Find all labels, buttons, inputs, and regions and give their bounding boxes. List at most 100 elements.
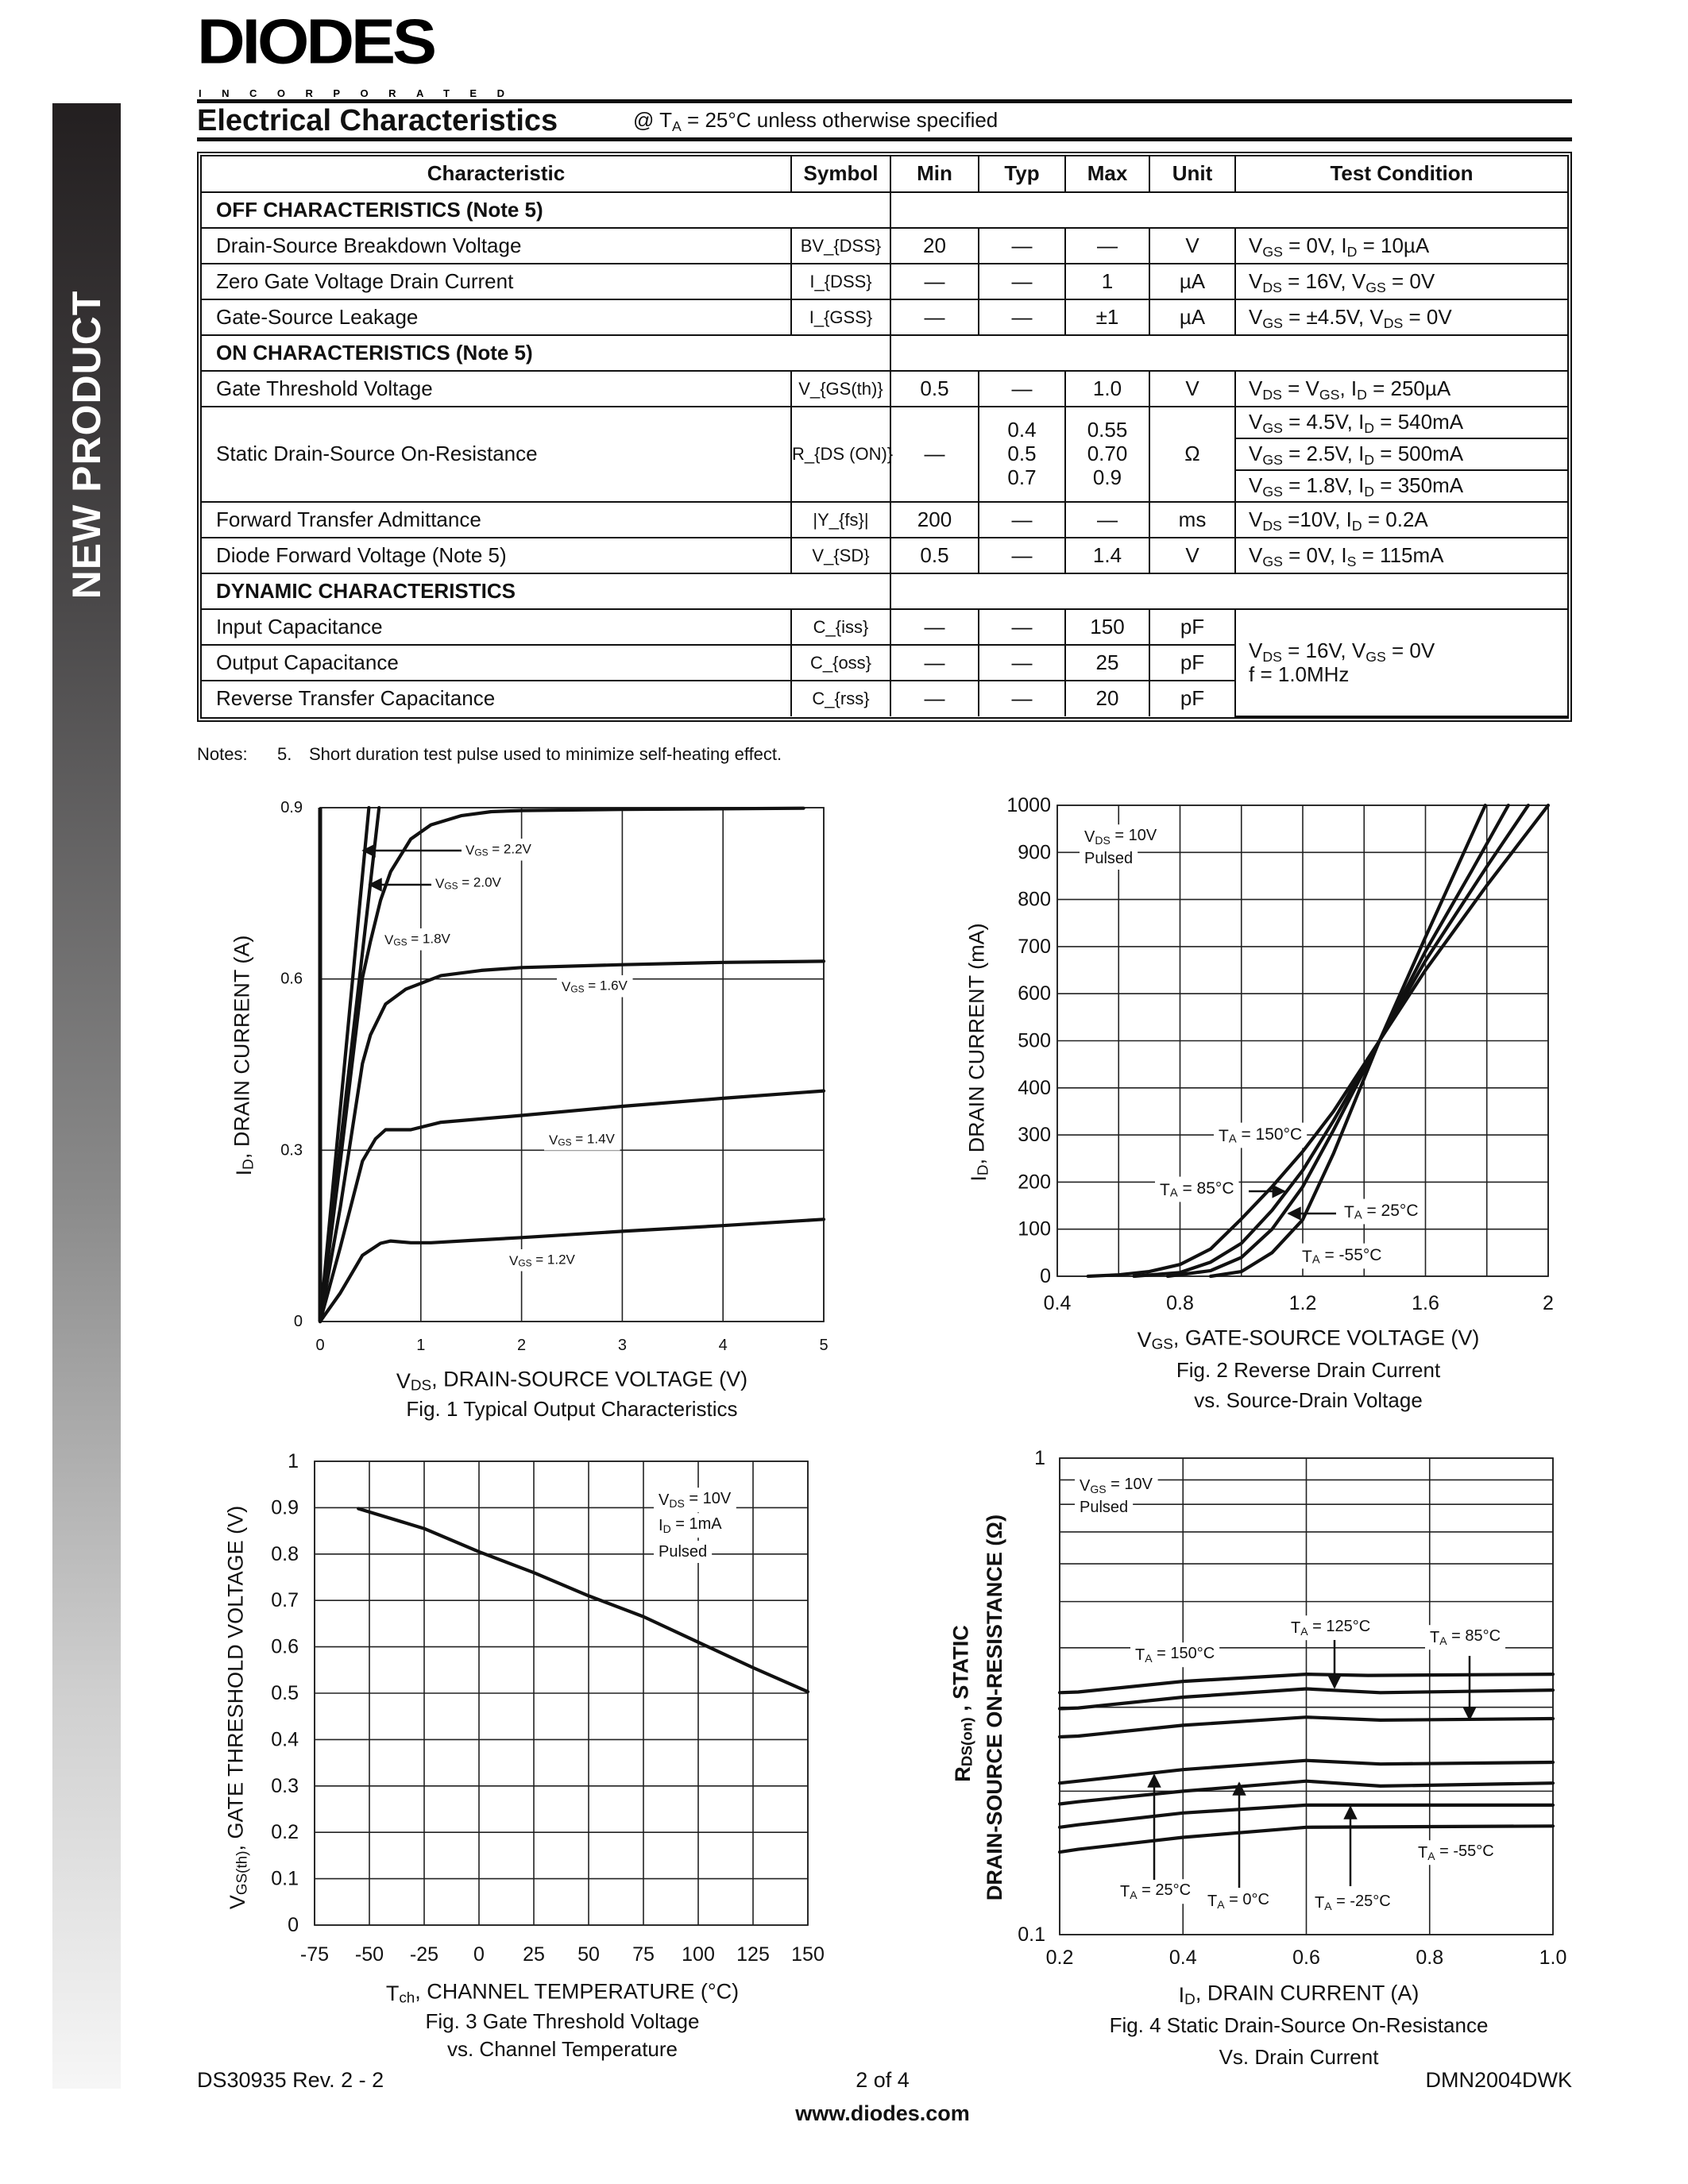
label-background — [1214, 1122, 1308, 1148]
series-curve — [318, 805, 371, 1324]
series-curve — [1057, 1673, 1555, 1695]
y-tick-label: 0.6 — [271, 1636, 299, 1658]
x-tick-label: 1.0 — [1539, 1947, 1567, 1969]
table-row: Reverse Transfer Capacitance C_{rss} — —20 p… — [202, 680, 1567, 716]
typ-cell: — — [978, 370, 1066, 407]
label-background — [1075, 1473, 1158, 1499]
series-curve — [318, 959, 826, 1324]
x-tick-label: 50 — [577, 1943, 600, 1966]
x-tick-label: 5 — [819, 1337, 828, 1354]
y-tick-label: 0 — [1040, 1265, 1051, 1287]
series-label: TA = 150°C — [1135, 1645, 1215, 1665]
series-curve — [1132, 803, 1530, 1279]
table-row: VGS = 1.8V, ID = 350mA — [202, 469, 1567, 503]
y-tick-label: 0.2 — [271, 1821, 299, 1843]
y-tick-label: 900 — [1018, 841, 1051, 863]
y-tick-label: 0.3 — [271, 1775, 299, 1797]
y-tick-label: 0.9 — [271, 1496, 299, 1518]
typ-cell: — — [978, 263, 1066, 300]
gridlines — [314, 1461, 809, 1926]
series-label: VGS = 2.2V — [465, 841, 532, 859]
series-label: TA = 85°C — [1430, 1627, 1501, 1647]
x-tick-label: -50 — [355, 1943, 384, 1966]
y-tick-label: 0.9 — [280, 799, 303, 816]
section-spacer — [890, 191, 1567, 229]
y-axis-title: DRAIN-SOURCE ON-RESISTANCE (Ω) — [983, 1515, 1006, 1900]
figure-caption: vs. Channel Temperature — [447, 2037, 678, 2061]
x-tick-label: 0 — [315, 1337, 324, 1354]
characteristic-cell: Output Capacitance — [202, 644, 792, 681]
x-axis-title: VGS, GATE-SOURCE VOLTAGE (V) — [1138, 1326, 1480, 1353]
series-label: VGS = 1.2V — [509, 1252, 576, 1269]
figure-caption: Fig. 2 Reverse Drain Current — [1176, 1358, 1441, 1382]
header-rule-bottom — [197, 137, 1572, 141]
x-tick-label: 0.2 — [1046, 1947, 1074, 1969]
unit-cell: Ω — [1149, 406, 1236, 503]
unit-cell: pF — [1149, 680, 1235, 716]
series-label: TA = -55°C — [1418, 1843, 1494, 1862]
section-label: DYNAMIC CHARACTERISTICS — [202, 573, 891, 610]
logo-wordmark: DIODES — [197, 6, 437, 77]
x-tick-label: 2 — [1543, 1292, 1554, 1314]
max-cell: 1.0 — [1064, 370, 1150, 407]
chart-note: VGS = 10V — [1080, 1476, 1153, 1495]
y-tick-label: 0.8 — [271, 1543, 299, 1565]
chart-note: ID = 1mA — [659, 1515, 722, 1535]
max-cell: 0.55 0.70 0.9 — [1064, 406, 1150, 503]
x-tick-label: 3 — [618, 1337, 627, 1354]
x-tick-label: 125 — [736, 1943, 770, 1966]
footer-page-number: 2 of 4 — [856, 2068, 910, 2092]
characteristic-cell: Gate Threshold Voltage — [202, 370, 792, 407]
y-tick-label: 200 — [1018, 1171, 1051, 1193]
label-background — [557, 974, 633, 997]
x-tick-label: 75 — [632, 1943, 655, 1966]
column-header: Max — [1064, 156, 1150, 193]
condition-line: f = 1.0MHz — [1249, 662, 1350, 686]
chart-note: Pulsed — [659, 1543, 707, 1561]
typ-value: 0.7 — [1007, 465, 1037, 489]
table-row: Static Drain-Source On-Resistance R_{DS (… — [202, 406, 1567, 503]
label-background — [431, 871, 507, 894]
typ-cell: — — [978, 608, 1066, 646]
logo-subtitle: INCORPORATED — [199, 87, 525, 99]
section-row: ON CHARACTERISTICS (Note 5) — [202, 334, 1567, 372]
max-cell: — — [1064, 501, 1150, 538]
min-cell: — — [890, 406, 979, 503]
characteristic-cell: Static Drain-Source On-Resistance — [202, 406, 792, 503]
label-background — [1075, 1496, 1134, 1518]
characteristic-cell: Gate-Source Leakage — [202, 299, 792, 336]
min-cell: — — [890, 644, 979, 681]
y-tick-label: 0.1 — [271, 1868, 299, 1890]
footer-part-number: DMN2004DWK — [1425, 2068, 1572, 2092]
condition-cell: VDS =10V, ID = 0.2A — [1234, 501, 1567, 538]
y-tick-label: 700 — [1018, 936, 1051, 958]
y-tick-label: 0.6 — [280, 970, 303, 988]
section-label: OFF CHARACTERISTICS (Note 5) — [202, 191, 891, 229]
x-tick-label: 0 — [473, 1943, 485, 1966]
series-label: TA = 85°C — [1160, 1179, 1234, 1200]
label-background — [544, 1128, 620, 1151]
label-background — [1080, 824, 1162, 850]
chart-1: 0 1 2 3 4 5 0 0.3 0.6 0.9 VGS = 2.2V VGS = 2.0V VGS … — [230, 799, 829, 1421]
x-tick-label: 25 — [523, 1943, 545, 1966]
column-header: Characteristic — [202, 156, 792, 193]
series-label: TA = -55°C — [1302, 1246, 1381, 1267]
symbol-cell: BV_{DSS} — [790, 227, 891, 264]
symbol-cell: R_{DS (ON)} — [790, 406, 893, 503]
y-tick-label: 1000 — [1006, 794, 1051, 816]
chart-2: 0.4 0.8 1.2 1.6 2 0 100 200 300 400 500 600 700 800 90… — [965, 794, 1554, 1412]
section-row: OFF CHARACTERISTICS (Note 5) — [202, 191, 1567, 229]
label-background — [1130, 1642, 1220, 1668]
header-rule-top — [197, 99, 1572, 103]
y-tick-label: 0 — [294, 1313, 303, 1330]
label-background — [1425, 1625, 1506, 1650]
min-cell: — — [890, 608, 979, 646]
max-cell: — — [1064, 227, 1150, 264]
x-tick-label: 100 — [682, 1943, 715, 1966]
min-cell: 0.5 — [890, 537, 979, 574]
condition-cell: VGS = 0V, IS = 115mA — [1234, 537, 1567, 574]
label-background — [461, 838, 537, 861]
y-tick-label: 300 — [1018, 1124, 1051, 1146]
condition-cell: VGS = 0V, ID = 10µA — [1234, 227, 1567, 264]
series-curve — [357, 1507, 810, 1694]
